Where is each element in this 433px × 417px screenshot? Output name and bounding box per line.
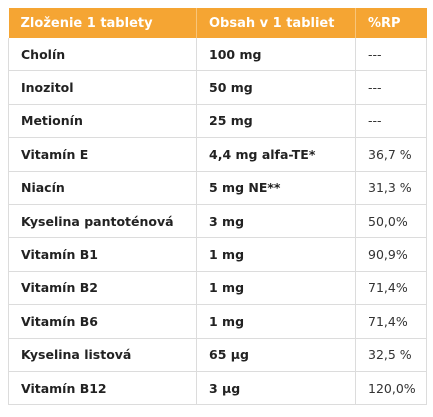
- table-row: Cholín 100 mg ---: [8, 38, 427, 72]
- nutrition-table: Zloženie 1 tablety Obsah v 1 tabliet %RP…: [8, 8, 427, 406]
- ingredient-name: Kyselina listová: [8, 338, 197, 372]
- ingredient-amount: 50 mg: [196, 70, 356, 105]
- header-rdi: %RP: [368, 15, 401, 31]
- ingredient-amount: 5 mg NE**: [196, 171, 356, 205]
- ingredient-name: Cholín: [8, 38, 197, 72]
- ingredient-name: Metionín: [8, 104, 197, 139]
- table-row: Vitamín B12 3 µg 120,0%: [8, 371, 427, 406]
- ingredient-rdi: ---: [355, 104, 427, 139]
- ingredient-name: Inozitol: [8, 70, 197, 105]
- table-row: Niacín 5 mg NE** 31,3 %: [8, 171, 427, 205]
- ingredient-rdi: 36,7 %: [355, 137, 427, 172]
- ingredient-rdi: 31,3 %: [355, 171, 427, 205]
- table-body: Cholín 100 mg --- Inozitol 50 mg --- Met…: [8, 38, 427, 406]
- ingredient-name: Vitamín E: [8, 137, 197, 172]
- ingredient-amount: 3 mg: [196, 204, 356, 239]
- header-amount: Obsah v 1 tabliet: [196, 8, 356, 38]
- table-row: Kyselina listová 65 µg 32,5 %: [8, 338, 427, 372]
- table-row: Vitamín B2 1 mg 71,4%: [8, 271, 427, 306]
- ingredient-rdi: 32,5 %: [355, 338, 427, 372]
- ingredient-amount: 4,4 mg alfa-TE*: [196, 137, 356, 172]
- table-row: Vitamín B6 1 mg 71,4%: [8, 304, 427, 339]
- nutrition-table-container: Zloženie 1 tablety Obsah v 1 tabliet %RP…: [8, 8, 427, 406]
- ingredient-amount: 65 µg: [196, 338, 356, 372]
- ingredient-name: Niacín: [8, 171, 197, 205]
- ingredient-amount: 1 mg: [196, 271, 356, 306]
- header-ingredient: Zloženie 1 tablety: [8, 8, 197, 38]
- ingredient-amount: 25 mg: [196, 104, 356, 139]
- table-row: Metionín 25 mg ---: [8, 104, 427, 139]
- ingredient-rdi: ---: [355, 70, 427, 105]
- ingredient-rdi: ---: [355, 38, 427, 72]
- ingredient-amount: 100 mg: [196, 38, 356, 72]
- table-row: Vitamín B1 1 mg 90,9%: [8, 237, 427, 272]
- table-row: Kyselina pantoténová 3 mg 50,0%: [8, 204, 427, 239]
- table-row: Vitamín E 4,4 mg alfa-TE* 36,7 %: [8, 137, 427, 172]
- header-row: Zloženie 1 tablety Obsah v 1 tabliet %RP: [8, 8, 427, 38]
- ingredient-rdi: 120,0%: [355, 371, 427, 406]
- ingredient-rdi: 90,9%: [355, 237, 427, 272]
- ingredient-name: Vitamín B12: [8, 371, 197, 406]
- ingredient-amount: 3 µg: [196, 371, 356, 406]
- ingredient-amount: 1 mg: [196, 304, 356, 339]
- ingredient-rdi: 71,4%: [355, 271, 427, 306]
- ingredient-amount: 1 mg: [196, 237, 356, 272]
- ingredient-name: Vitamín B1: [8, 237, 197, 272]
- ingredient-rdi: 71,4%: [355, 304, 427, 339]
- ingredient-name: Kyselina pantoténová: [8, 204, 197, 239]
- table-header: Zloženie 1 tablety Obsah v 1 tabliet %RP: [8, 8, 427, 38]
- ingredient-rdi: 50,0%: [355, 204, 427, 239]
- table-row: Inozitol 50 mg ---: [8, 70, 427, 105]
- ingredient-name: Vitamín B2: [8, 271, 197, 306]
- ingredient-name: Vitamín B6: [8, 304, 197, 339]
